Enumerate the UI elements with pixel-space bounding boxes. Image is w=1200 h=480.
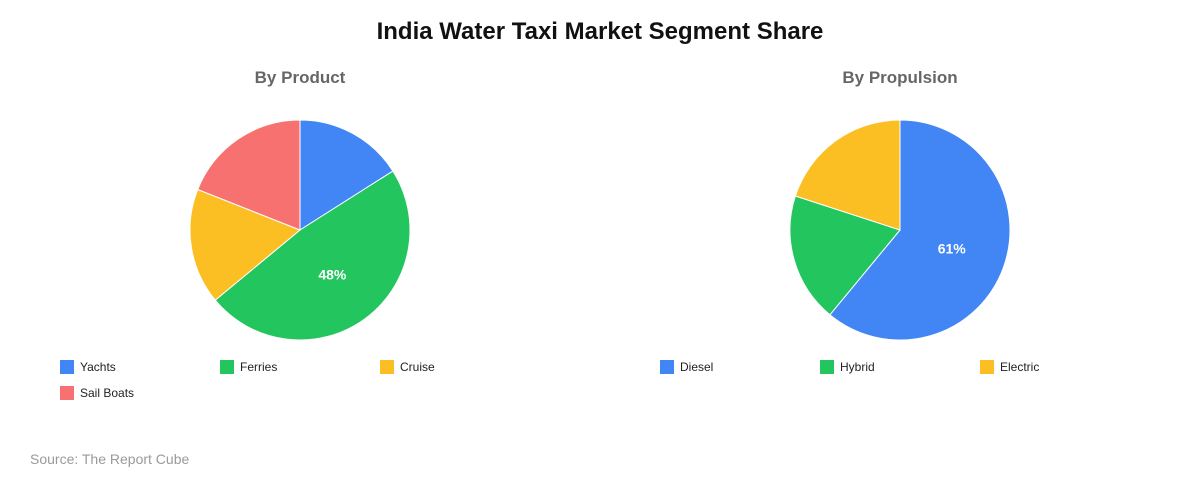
legend-label: Hybrid xyxy=(840,360,875,374)
pie-slice-hybrid xyxy=(789,195,901,316)
data-label-ferries: 48% xyxy=(318,266,347,282)
legend-label: Ferries xyxy=(240,360,278,374)
legend-item-sail-boats: Sail Boats xyxy=(60,386,134,400)
legend-label: Yachts xyxy=(80,360,116,374)
propulsion-chart-panel: By Propulsion 61% Diesel Hybrid Electric xyxy=(600,60,1200,420)
legend-item-ferries: Ferries xyxy=(220,360,277,374)
product-chart-panel: By Product 48% Yachts Ferries Cruise Sail B… xyxy=(0,60,600,420)
legend-label: Diesel xyxy=(680,360,714,374)
data-label-diesel: 61% xyxy=(938,241,967,257)
legend-item-electric: Electric xyxy=(980,360,1039,374)
pie-slice-diesel xyxy=(829,119,1011,341)
legend-swatch xyxy=(980,360,994,374)
chart-title: India Water Taxi Market Segment Share xyxy=(376,18,824,45)
propulsion-legend: Diesel Hybrid Electric xyxy=(660,360,1180,420)
pie-slice-electric xyxy=(794,119,901,231)
legend-item-diesel: Diesel xyxy=(660,360,713,374)
legend-swatch xyxy=(60,360,74,374)
pie-slice-sail-boats xyxy=(197,119,301,231)
legend-label: Cruise xyxy=(400,360,435,374)
legend-swatch xyxy=(820,360,834,374)
legend-item-yachts: Yachts xyxy=(60,360,116,374)
legend-swatch xyxy=(220,360,234,374)
product-legend: Yachts Ferries Cruise Sail Boats xyxy=(60,360,580,420)
source-note: Source: The Report Cube xyxy=(30,451,190,467)
pie-slice-ferries xyxy=(214,170,411,341)
propulsion-chart-subtitle: By Propulsion xyxy=(842,68,958,87)
legend-swatch xyxy=(60,386,74,400)
legend-item-cruise: Cruise xyxy=(380,360,435,374)
legend-swatch xyxy=(380,360,394,374)
product-chart-subtitle: By Product xyxy=(254,68,346,87)
legend-label: Sail Boats xyxy=(80,386,135,400)
legend-item-hybrid: Hybrid xyxy=(820,360,875,374)
legend-swatch xyxy=(660,360,674,374)
product-pie-chart: 48% xyxy=(189,119,411,341)
propulsion-pie-chart: 61% xyxy=(789,119,1011,341)
pie-slice-cruise xyxy=(189,188,301,301)
pie-slice-yachts xyxy=(299,119,394,231)
legend-label: Electric xyxy=(1000,360,1040,374)
